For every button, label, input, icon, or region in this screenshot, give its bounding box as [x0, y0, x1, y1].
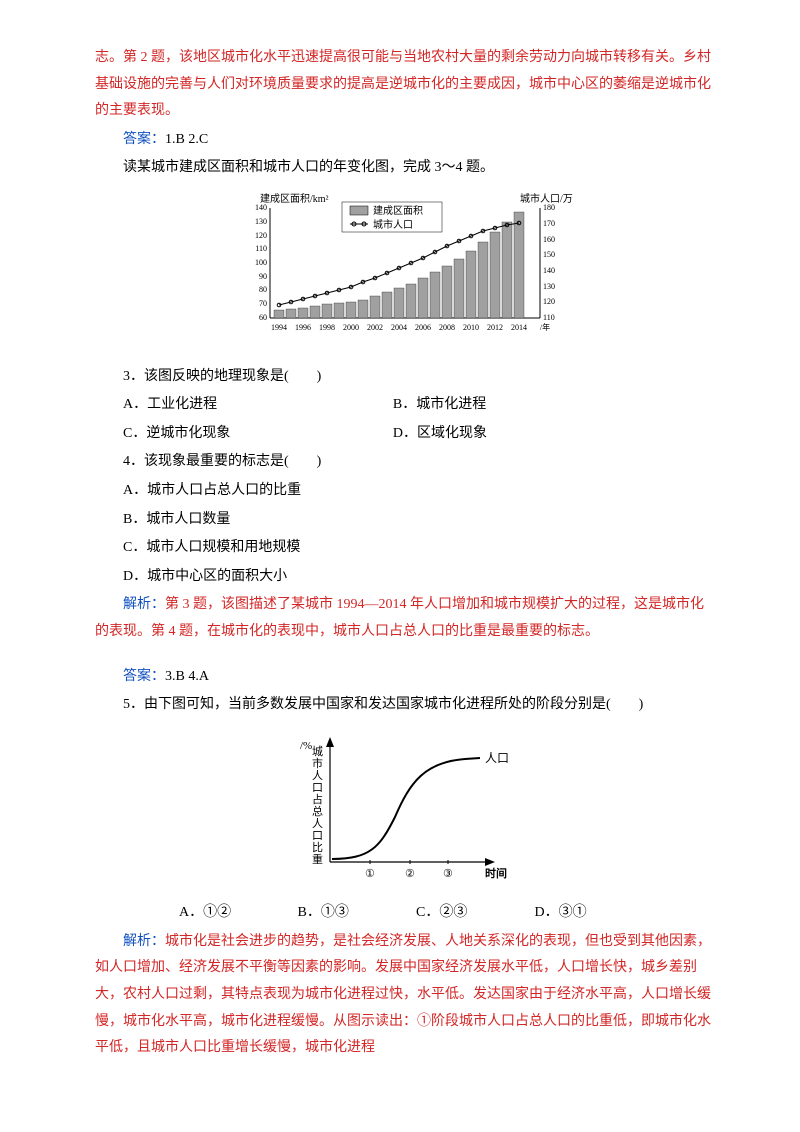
svg-text:2010: 2010 — [463, 323, 479, 332]
svg-text:110: 110 — [543, 313, 555, 322]
q5-options: A．①② B．①③ C．②③ D．③① — [95, 900, 715, 927]
answer-1: 答案：1.B 2.C — [95, 127, 715, 154]
q4-c: C．城市人口规模和用地规模 — [95, 535, 715, 562]
c1-legend-1: 建成区面积 — [373, 204, 423, 217]
chart-2: 城市人 口占总 人口比 重 /% 人口 ① ② ③ 时间 — [270, 727, 540, 882]
answer-34: 答案：3.B 4.A — [95, 664, 715, 691]
c1-left-ticks: 60 70 80 90 100 110 120 130 140 — [255, 203, 267, 322]
svg-text:2000: 2000 — [343, 323, 359, 332]
c1-left-ylabel: 建成区面积/km² — [260, 192, 329, 205]
svg-text:130: 130 — [255, 217, 267, 226]
q5-b: B．①③ — [298, 900, 398, 927]
svg-text:2002: 2002 — [367, 323, 383, 332]
intro-prev-explanation: 志。第 2 题，该地区城市化水平迅速提高很可能与当地农村大量的剩余劳动力向城市转… — [95, 45, 715, 125]
chart-1-wrap: 建成区面积/km² 城市人口/万 建成区面积 城市人口 607080 90100… — [95, 190, 715, 356]
q3-d: D．区域化现象 — [393, 421, 659, 448]
c2-m2: ② — [405, 868, 415, 880]
svg-text:市: 市 — [312, 756, 323, 770]
q3-a: A．工业化进程 — [123, 392, 389, 419]
answer-1-label: 答案： — [123, 132, 165, 147]
svg-text:2008: 2008 — [439, 323, 455, 332]
svg-text:2014: 2014 — [511, 323, 527, 332]
q3-c: C．逆城市化现象 — [123, 421, 389, 448]
svg-text:160: 160 — [543, 235, 555, 244]
svg-text:城: 城 — [312, 745, 323, 758]
answer-34-text: 3.B 4.A — [165, 669, 209, 684]
q4-b: B．城市人口数量 — [95, 507, 715, 534]
svg-text:140: 140 — [543, 266, 555, 275]
explanation-34: 解析：第 3 题，该图描述了某城市 1994—2014 年人口增加和城市规模扩大… — [95, 592, 715, 645]
svg-text:60: 60 — [259, 313, 267, 322]
svg-text:占: 占 — [312, 792, 323, 806]
answer-1-text: 1.B 2.C — [165, 132, 208, 147]
c1-right-ticks: 110 120 130 140 150 160 170 180 — [543, 203, 555, 322]
chart-1: 建成区面积/km² 城市人口/万 建成区面积 城市人口 607080 90100… — [220, 190, 590, 345]
c2-scurve — [332, 758, 480, 859]
svg-text:170: 170 — [543, 219, 555, 228]
svg-text:人: 人 — [312, 817, 323, 830]
expl2-text: 第 3 题，该图描述了某城市 1994—2014 年人口增加和城市规模扩大的过程… — [95, 597, 704, 639]
q4-d: D．城市中心区的面积大小 — [95, 564, 715, 591]
svg-text:70: 70 — [259, 299, 267, 308]
expl3-text: 城市化是社会进步的趋势，是社会经济发展、人地关系深化的表现，但也受到其他因素，如… — [95, 934, 711, 1055]
svg-text:130: 130 — [543, 282, 555, 291]
svg-text:口: 口 — [312, 782, 323, 794]
stem-34: 读某城市建成区面积和城市人口的年变化图，完成 3～4 题。 — [95, 155, 715, 182]
svg-text:1998: 1998 — [319, 323, 335, 332]
q3-b: B．城市化进程 — [393, 392, 659, 419]
svg-text:120: 120 — [543, 297, 555, 306]
c1-xlabels: 1994 1996 1998 2000 2002 2004 2006 2008 2010 2… — [271, 322, 550, 332]
explanation-5: 解析：城市化是社会进步的趋势，是社会经济发展、人地关系深化的表现，但也受到其他因… — [95, 929, 715, 1062]
chart-2-wrap: 城市人 口占总 人口比 重 /% 人口 ① ② ③ 时间 — [95, 727, 715, 893]
c1-legend-2: 城市人口 — [373, 218, 413, 231]
svg-text:2006: 2006 — [415, 323, 431, 332]
q5-a: A．①② — [179, 900, 279, 927]
svg-text:2012: 2012 — [487, 323, 503, 332]
c2-m3: ③ — [443, 868, 453, 880]
answer-34-label: 答案： — [123, 669, 165, 684]
c2-series-label: 人口 — [485, 751, 509, 765]
q3-text: 3．该图反映的地理现象是( ) — [95, 364, 715, 391]
svg-text:1996: 1996 — [295, 323, 311, 332]
c2-m1: ① — [365, 868, 375, 880]
q5-text: 5．由下图可知，当前多数发展中国家和发达国家城市化进程所处的阶段分别是( ) — [95, 692, 715, 719]
svg-text:/%: /% — [300, 740, 312, 752]
svg-text:180: 180 — [543, 203, 555, 212]
svg-text:90: 90 — [259, 272, 267, 281]
svg-text:1994: 1994 — [271, 323, 287, 332]
svg-text:/年: /年 — [540, 322, 550, 332]
svg-text:重: 重 — [312, 852, 323, 866]
svg-text:100: 100 — [255, 258, 267, 267]
svg-text:2004: 2004 — [391, 323, 407, 332]
svg-text:人: 人 — [312, 769, 323, 782]
svg-text:总: 总 — [312, 804, 323, 818]
svg-text:110: 110 — [255, 244, 267, 253]
svg-text:口: 口 — [312, 830, 323, 842]
q4-a: A．城市人口占总人口的比重 — [95, 478, 715, 505]
c2-ylabel: 城市人 口占总 人口比 重 /% — [300, 740, 323, 866]
q5-d: D．③① — [535, 900, 635, 927]
q3-options: A．工业化进程 B．城市化进程 — [95, 392, 715, 419]
svg-text:150: 150 — [543, 250, 555, 259]
q5-c: C．②③ — [416, 900, 516, 927]
q4-text: 4．该现象最重要的标志是( ) — [95, 449, 715, 476]
svg-text:比: 比 — [312, 841, 323, 854]
svg-text:80: 80 — [259, 285, 267, 294]
c2-xlabel: 时间 — [485, 866, 507, 880]
svg-text:120: 120 — [255, 231, 267, 240]
svg-text:140: 140 — [255, 203, 267, 212]
expl3-label: 解析： — [123, 934, 165, 949]
expl2-label: 解析： — [123, 597, 165, 612]
